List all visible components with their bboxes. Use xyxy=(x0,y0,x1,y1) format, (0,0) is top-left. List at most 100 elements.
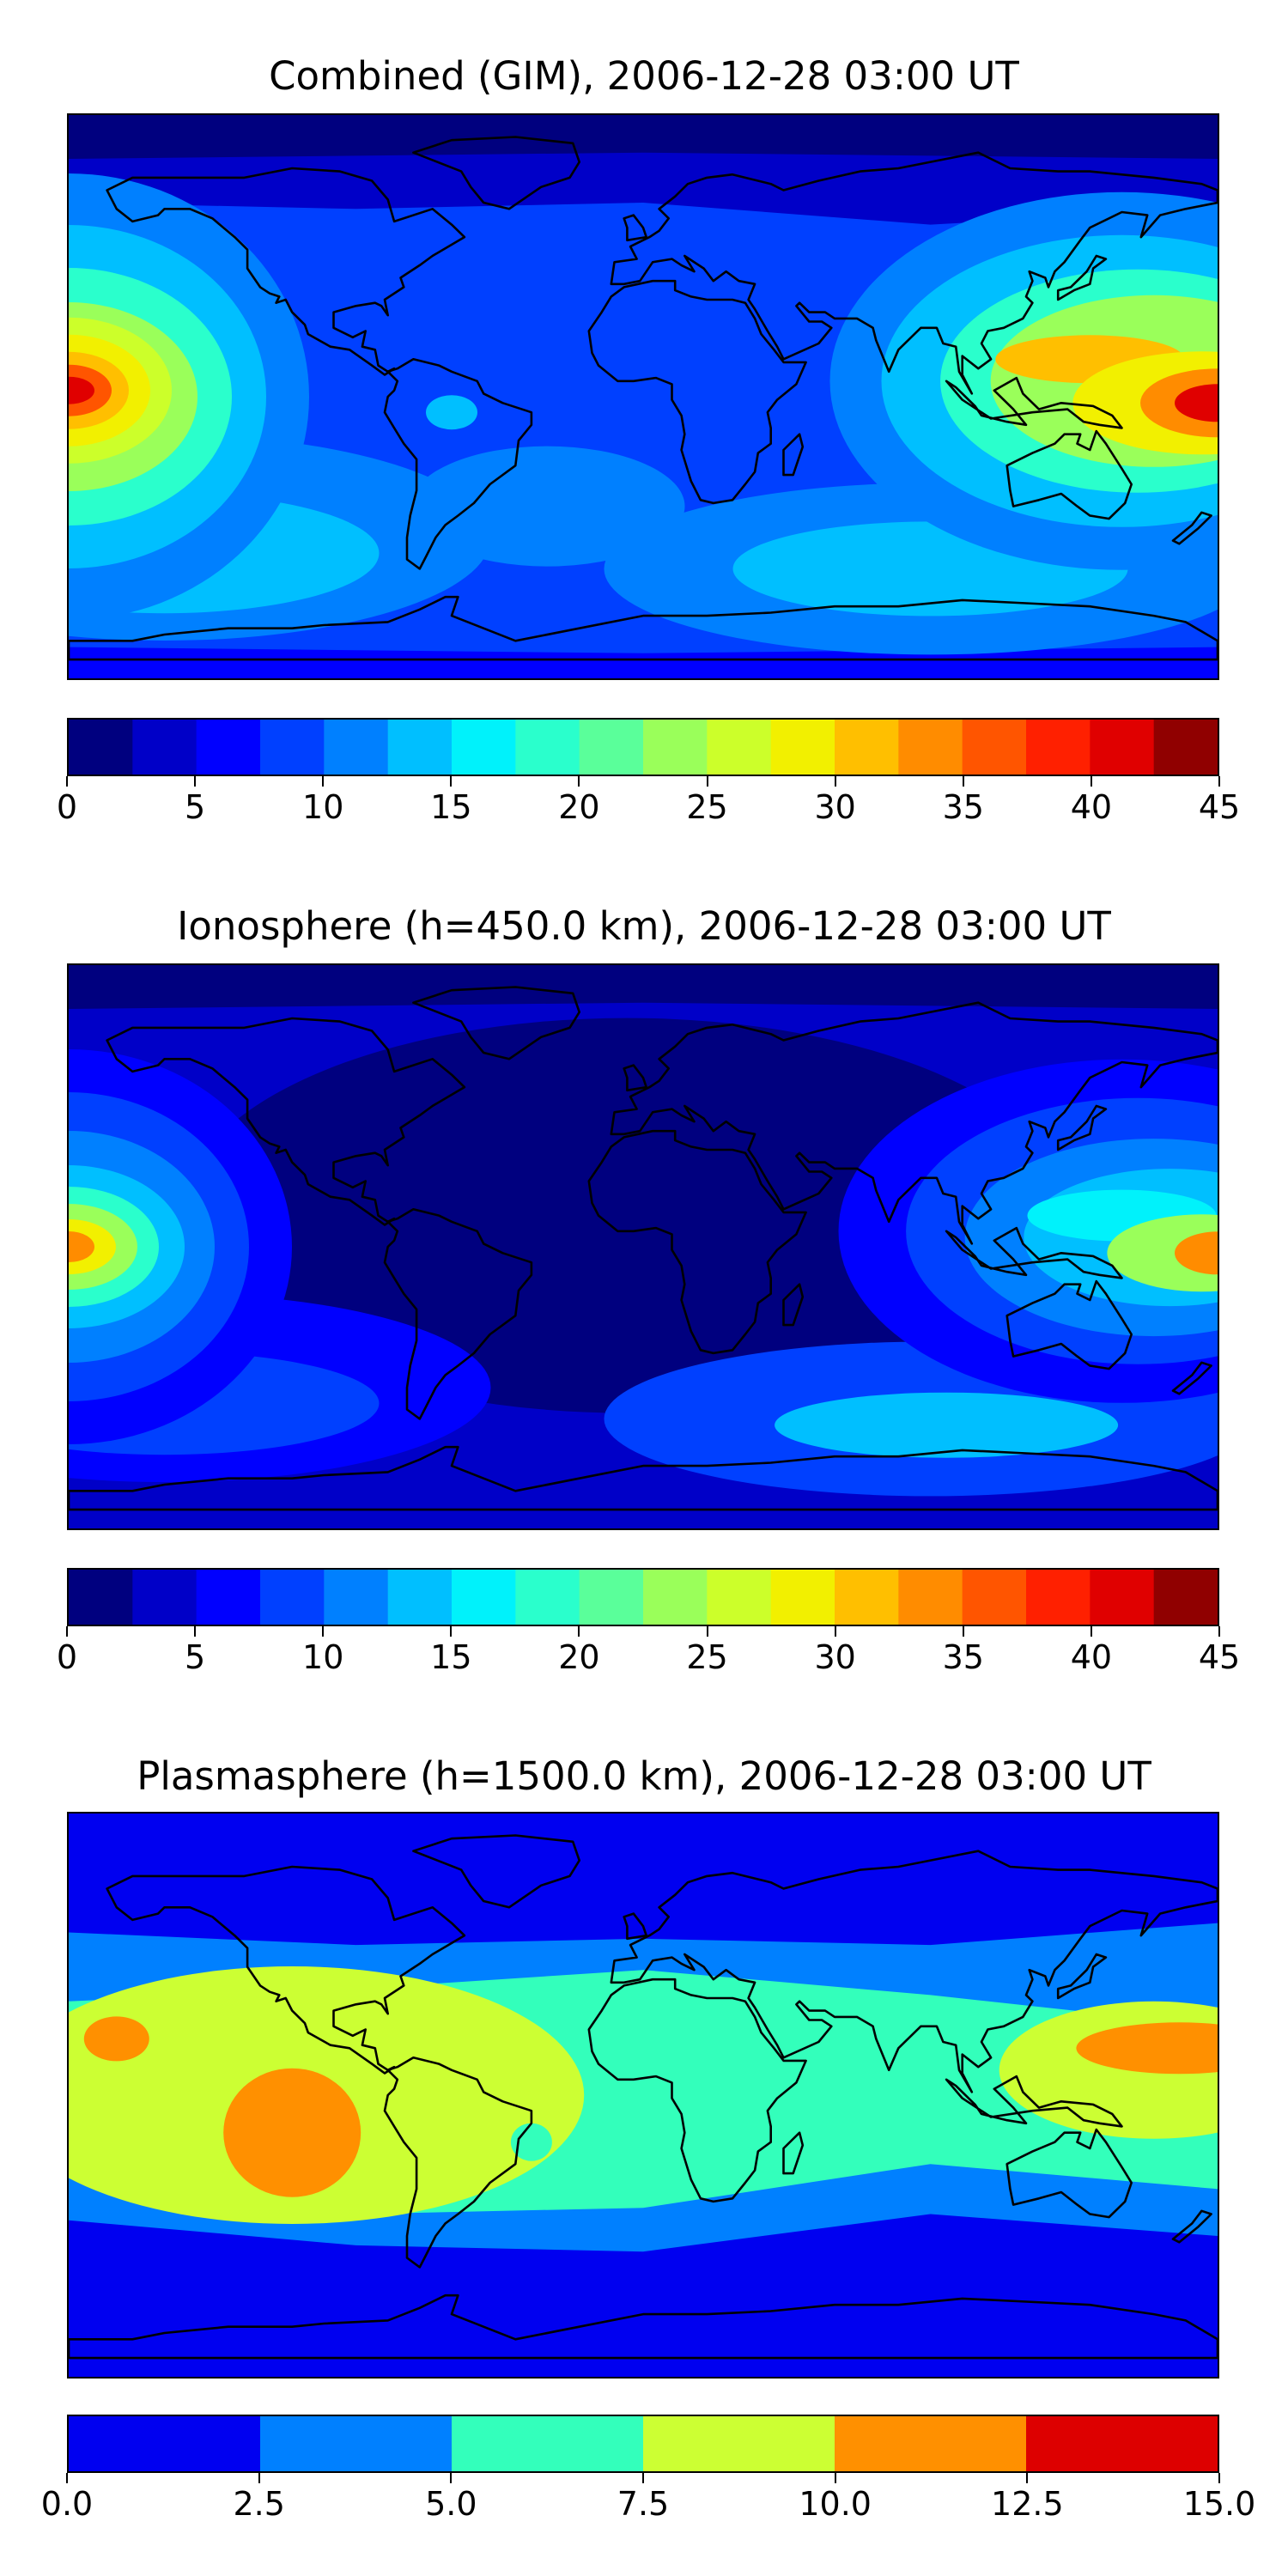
ionosphere-swatch-4 xyxy=(324,1570,389,1625)
southern-indian-high xyxy=(775,1392,1119,1458)
coastline-north-america xyxy=(106,1017,466,1226)
combined-swatch-5 xyxy=(387,720,453,775)
coastline-north-america xyxy=(106,167,466,376)
coastline-antarctica xyxy=(69,595,1218,661)
arctic-very-low-band xyxy=(69,115,1218,159)
chart-title-plasmasphere: Plasmasphere (h=1500.0 km), 2006-12-28 0… xyxy=(137,1753,1151,1799)
coastline-indonesia xyxy=(945,376,1123,429)
ionosphere-tick-label: 0 xyxy=(56,1638,78,1676)
australia-ring-1 xyxy=(1107,1214,1218,1292)
combined-tick-label: 35 xyxy=(942,788,984,826)
combined-swatch-4 xyxy=(324,720,389,775)
coastline-indonesia xyxy=(945,2075,1123,2128)
ionosphere-tick-mark xyxy=(834,1626,836,1637)
ionosphere-tick-mark xyxy=(1218,1626,1220,1637)
ionosphere-swatch-13 xyxy=(898,1570,963,1625)
coastline-madagascar xyxy=(782,2131,805,2175)
ionosphere-swatch-0 xyxy=(69,1570,133,1625)
plasmasphere-tick-label: 7.5 xyxy=(617,2485,670,2523)
plasmasphere-tick-label: 12.5 xyxy=(991,2485,1064,2523)
coastline-africa xyxy=(587,1978,807,2203)
ionosphere-swatch-14 xyxy=(962,1570,1027,1625)
plasmasphere-tick-label: 5.0 xyxy=(425,2485,477,2523)
coastline-australia xyxy=(1005,429,1133,520)
map-ionosphere xyxy=(67,963,1219,1530)
plasmasphere-tick-mark xyxy=(834,2473,836,2483)
coastline-antarctica xyxy=(69,2293,1218,2360)
coastline-south-america xyxy=(383,358,533,570)
coastline-eurasia xyxy=(610,151,1218,395)
coastline-eurasia xyxy=(610,1001,1218,1245)
plasmasphere-swatch-0 xyxy=(69,2416,261,2471)
coastlines xyxy=(69,136,1218,661)
coastline-indonesia xyxy=(945,1226,1123,1279)
coastlines xyxy=(69,986,1218,1511)
ionosphere-swatch-2 xyxy=(196,1570,261,1625)
colorbar-swatches-plasmasphere xyxy=(69,2416,1218,2471)
combined-swatch-8 xyxy=(579,720,644,775)
amazon-patch xyxy=(426,395,477,430)
coastline-new-zealand xyxy=(1171,2209,1212,2244)
combined-swatch-0 xyxy=(69,720,133,775)
coastline-japan xyxy=(1056,1104,1108,1151)
coastlines xyxy=(69,1834,1218,2360)
pacific-left-9 xyxy=(69,376,94,404)
combined-tick-mark xyxy=(1090,776,1092,787)
combined-swatch-17 xyxy=(1153,720,1218,775)
coastline-australia xyxy=(1005,1279,1133,1370)
combined-tick-mark xyxy=(66,776,68,787)
australia-peak xyxy=(1175,384,1218,422)
combined-tick-mark xyxy=(834,776,836,787)
coastline-greenland xyxy=(412,986,580,1060)
plasmasphere-tick-label: 2.5 xyxy=(233,2485,285,2523)
plasmasphere-tick-mark xyxy=(258,2473,260,2483)
plasmasphere-tick-mark xyxy=(450,2473,453,2483)
combined-tick-label: 45 xyxy=(1198,788,1241,826)
ionosphere-tick-label: 5 xyxy=(185,1638,206,1676)
antarctic-low-band xyxy=(69,647,1218,678)
coastline-madagascar xyxy=(782,433,805,477)
coastline-australia xyxy=(1005,2128,1133,2219)
ionosphere-swatch-8 xyxy=(579,1570,644,1625)
combined-tick-mark xyxy=(962,776,964,787)
south-atlantic-patch xyxy=(410,446,685,567)
combined-swatch-2 xyxy=(196,720,261,775)
ionosphere-swatch-6 xyxy=(452,1570,516,1625)
chart-title-ionosphere: Ionosphere (h=450.0 km), 2006-12-28 03:0… xyxy=(177,903,1111,949)
ionosphere-tick-label: 20 xyxy=(558,1638,600,1676)
coastline-greenland xyxy=(412,136,580,210)
ionosphere-tick-mark xyxy=(322,1626,325,1637)
pacific-left-8 xyxy=(69,1231,94,1262)
combined-tick-label: 40 xyxy=(1070,788,1113,826)
ionosphere-tick-label: 40 xyxy=(1070,1638,1113,1676)
combined-swatch-11 xyxy=(770,720,835,775)
colorbar-ionosphere xyxy=(67,1568,1219,1626)
ionosphere-tick-mark xyxy=(578,1626,580,1637)
plasmasphere-swatch-3 xyxy=(643,2416,835,2471)
ionosphere-swatch-15 xyxy=(1026,1570,1091,1625)
coastline-madagascar xyxy=(782,1283,805,1327)
plasmasphere-tick-mark xyxy=(66,2473,68,2483)
ionosphere-swatch-7 xyxy=(515,1570,580,1625)
coastline-north-america xyxy=(106,1865,466,2075)
combined-swatch-13 xyxy=(898,720,963,775)
ionosphere-swatch-12 xyxy=(835,1570,899,1625)
ionosphere-swatch-9 xyxy=(643,1570,708,1625)
colorbar-swatches-combined xyxy=(69,720,1218,775)
colorbar-swatches-ionosphere xyxy=(69,1570,1218,1625)
ionosphere-tick-label: 15 xyxy=(430,1638,472,1676)
combined-tick-mark xyxy=(322,776,325,787)
coastline-new-zealand xyxy=(1171,1361,1212,1395)
coastline-japan xyxy=(1056,254,1108,301)
coastline-south-america xyxy=(383,2057,533,2269)
plasmasphere-tick-label: 15.0 xyxy=(1182,2485,1256,2523)
ionosphere-tick-mark xyxy=(194,1626,197,1637)
central-pacific-peak xyxy=(83,2016,149,2062)
combined-swatch-16 xyxy=(1090,720,1155,775)
plasmasphere-tick-label: 10.0 xyxy=(799,2485,872,2523)
eastern-pacific-peak xyxy=(223,2068,361,2197)
ionosphere-tick-mark xyxy=(450,1626,453,1637)
south-atlantic-patch xyxy=(510,2123,552,2161)
coastline-south-america xyxy=(383,1208,533,1420)
combined-tick-label: 0 xyxy=(56,788,78,826)
